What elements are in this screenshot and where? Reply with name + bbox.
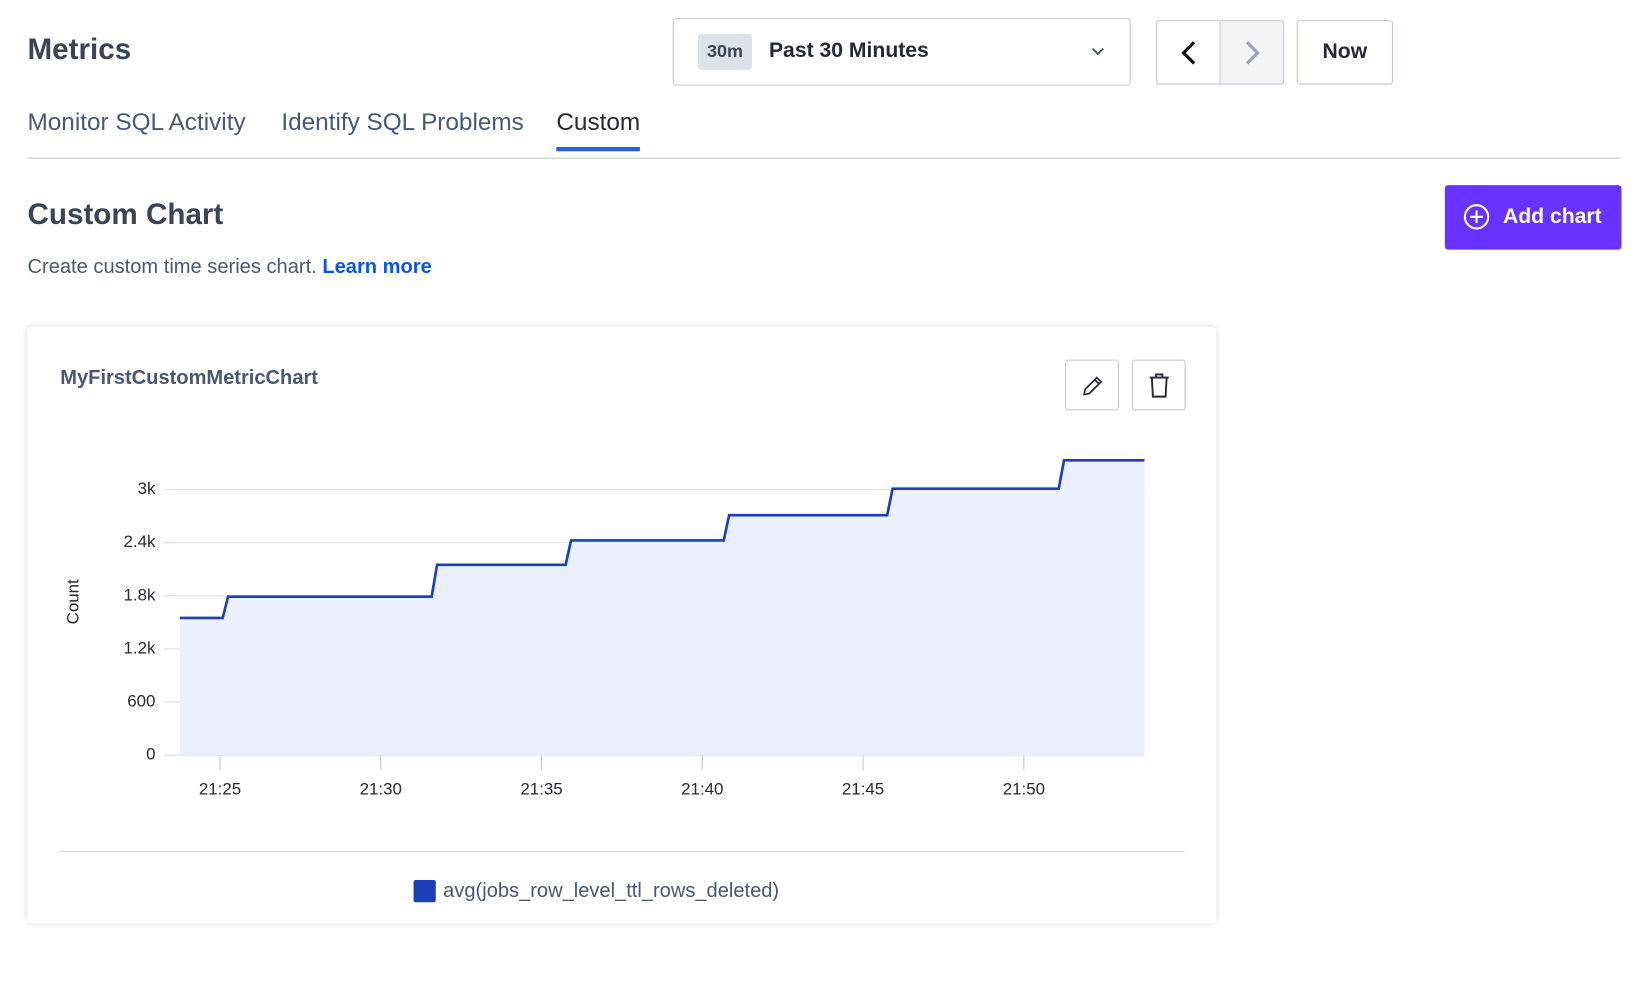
chart-title: MyFirstCustomMetricChart bbox=[60, 367, 318, 389]
y-tick-label: 0 bbox=[146, 745, 155, 764]
x-tick-label: 21:50 bbox=[1003, 780, 1045, 799]
area bbox=[180, 460, 1145, 755]
y-tick-label: 600 bbox=[127, 692, 155, 711]
y-axis-label: Count bbox=[64, 579, 83, 624]
legend-swatch bbox=[414, 880, 436, 902]
x-tick-label: 21:45 bbox=[842, 780, 884, 799]
legend-label: avg(jobs_row_level_ttl_rows_deleted) bbox=[443, 880, 779, 902]
y-tick-label: 1.8k bbox=[124, 585, 157, 604]
x-tick-label: 21:25 bbox=[199, 780, 241, 799]
x-tick-label: 21:35 bbox=[520, 780, 562, 799]
x-tick-label: 21:40 bbox=[681, 780, 723, 799]
x-tick-label: 21:30 bbox=[360, 780, 402, 799]
y-tick-label: 3k bbox=[138, 479, 156, 498]
y-tick-label: 1.2k bbox=[124, 638, 157, 657]
y-tick-label: 2.4k bbox=[124, 532, 157, 551]
